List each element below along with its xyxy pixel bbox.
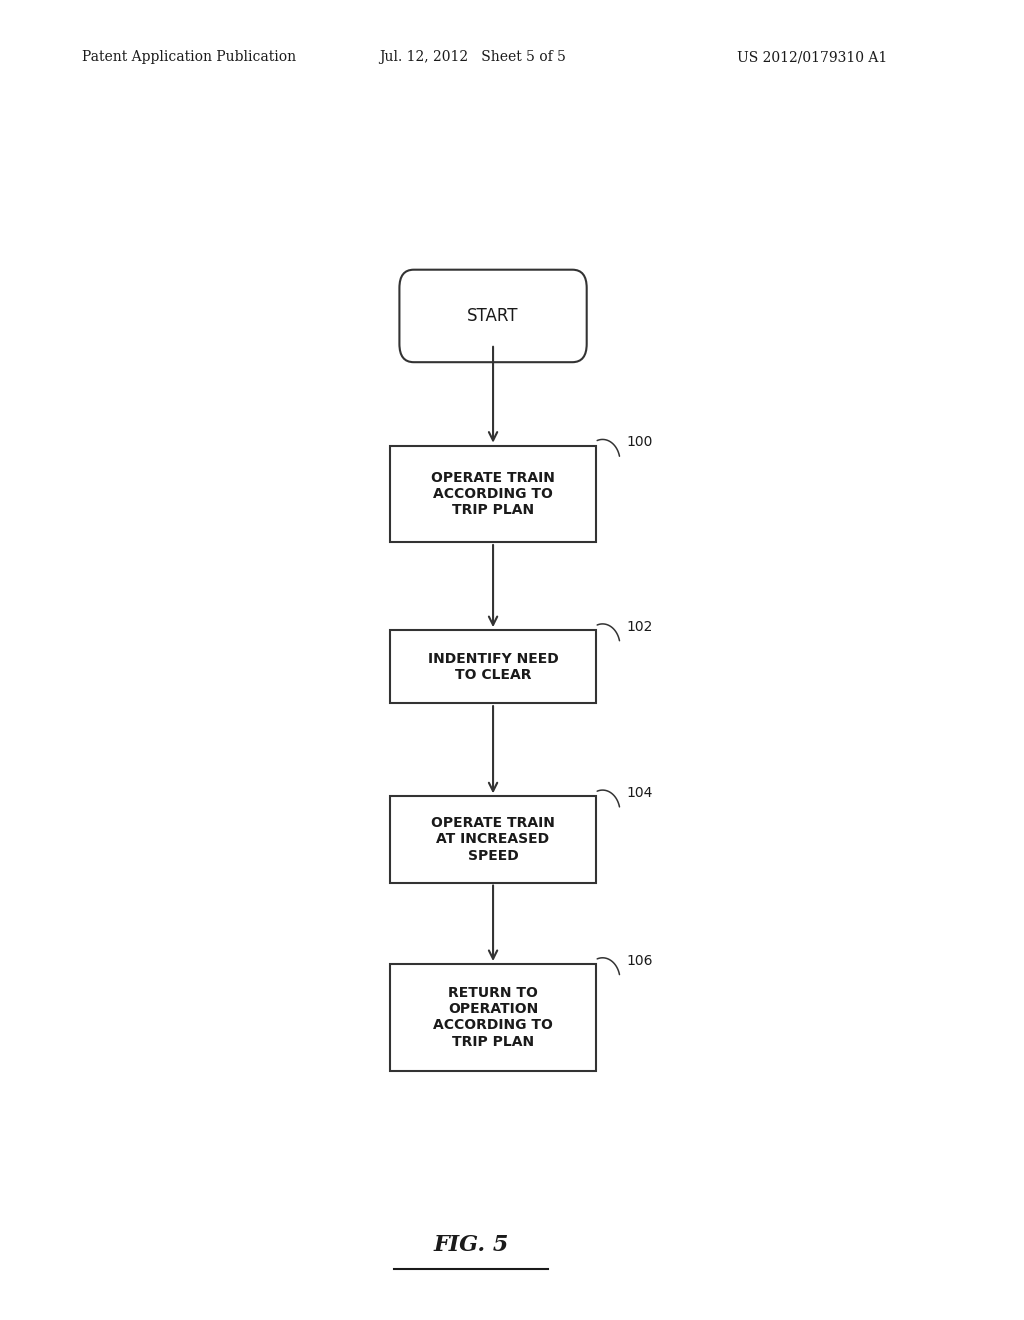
- Text: OPERATE TRAIN
ACCORDING TO
TRIP PLAN: OPERATE TRAIN ACCORDING TO TRIP PLAN: [431, 471, 555, 517]
- FancyBboxPatch shape: [390, 630, 596, 704]
- Text: INDENTIFY NEED
TO CLEAR: INDENTIFY NEED TO CLEAR: [428, 652, 558, 681]
- Text: 106: 106: [627, 954, 653, 968]
- Text: START: START: [467, 308, 519, 325]
- Text: 100: 100: [627, 436, 652, 450]
- Text: OPERATE TRAIN
AT INCREASED
SPEED: OPERATE TRAIN AT INCREASED SPEED: [431, 816, 555, 862]
- Text: RETURN TO
OPERATION
ACCORDING TO
TRIP PLAN: RETURN TO OPERATION ACCORDING TO TRIP PL…: [433, 986, 553, 1048]
- Text: 104: 104: [627, 787, 652, 800]
- Text: US 2012/0179310 A1: US 2012/0179310 A1: [737, 50, 888, 65]
- Text: 102: 102: [627, 620, 652, 634]
- FancyBboxPatch shape: [390, 796, 596, 883]
- Text: FIG. 5: FIG. 5: [433, 1234, 509, 1255]
- FancyBboxPatch shape: [390, 964, 596, 1071]
- Text: Patent Application Publication: Patent Application Publication: [82, 50, 296, 65]
- FancyBboxPatch shape: [399, 269, 587, 362]
- FancyBboxPatch shape: [390, 446, 596, 543]
- Text: Jul. 12, 2012   Sheet 5 of 5: Jul. 12, 2012 Sheet 5 of 5: [379, 50, 565, 65]
